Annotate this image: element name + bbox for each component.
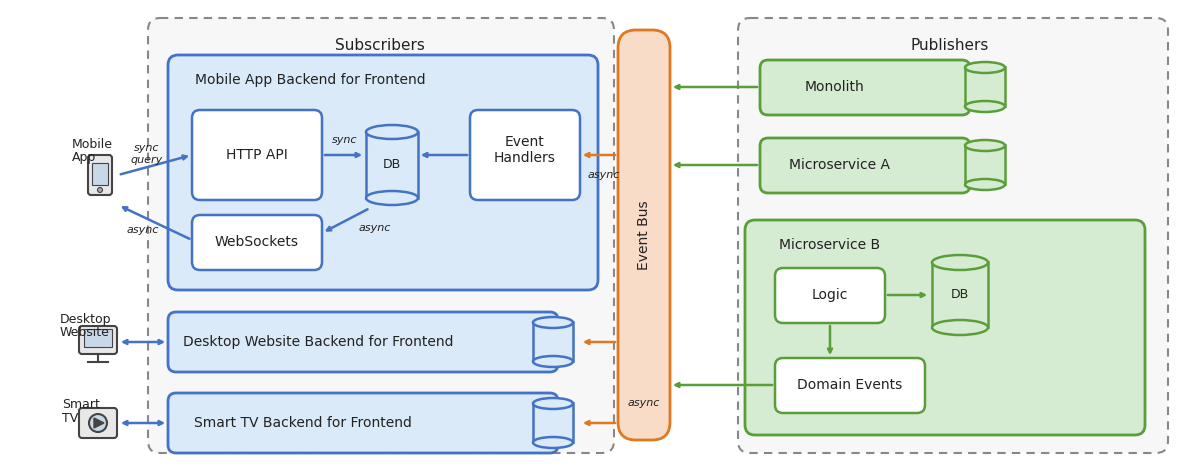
Text: TV: TV: [62, 411, 78, 424]
Text: Desktop Website Backend for Frontend: Desktop Website Backend for Frontend: [182, 335, 453, 349]
Text: sync: sync: [134, 143, 160, 153]
Circle shape: [96, 425, 101, 429]
Circle shape: [90, 425, 93, 429]
Circle shape: [96, 417, 101, 421]
Text: sync: sync: [332, 135, 357, 145]
Text: Mobile: Mobile: [72, 138, 114, 151]
FancyBboxPatch shape: [759, 60, 970, 115]
Ellipse shape: [965, 179, 1006, 190]
Text: Smart TV Backend for Frontend: Smart TV Backend for Frontend: [194, 416, 412, 430]
FancyBboxPatch shape: [168, 55, 597, 290]
Text: DB: DB: [383, 159, 401, 172]
Text: Logic: Logic: [812, 288, 848, 302]
Text: async: async: [588, 170, 620, 180]
FancyBboxPatch shape: [168, 393, 558, 453]
Text: query: query: [131, 155, 163, 165]
FancyBboxPatch shape: [148, 18, 614, 453]
FancyBboxPatch shape: [168, 312, 558, 372]
FancyBboxPatch shape: [88, 155, 112, 195]
FancyBboxPatch shape: [738, 18, 1168, 453]
Text: WebSockets: WebSockets: [215, 235, 299, 249]
Text: async: async: [628, 398, 660, 408]
Text: async: async: [358, 223, 392, 233]
FancyBboxPatch shape: [759, 138, 970, 193]
Circle shape: [102, 425, 106, 429]
FancyBboxPatch shape: [79, 326, 117, 354]
FancyBboxPatch shape: [745, 220, 1145, 435]
Text: HTTP API: HTTP API: [226, 148, 287, 162]
Text: Smart: Smart: [62, 399, 99, 411]
Circle shape: [90, 417, 93, 421]
Bar: [965, 145, 1006, 184]
Ellipse shape: [932, 255, 988, 270]
Circle shape: [102, 417, 106, 421]
Circle shape: [97, 188, 103, 192]
Ellipse shape: [534, 317, 573, 328]
Circle shape: [102, 421, 106, 425]
Polygon shape: [93, 418, 104, 428]
Bar: [965, 68, 1006, 106]
FancyBboxPatch shape: [618, 30, 670, 440]
Text: Event
Handlers: Event Handlers: [494, 135, 556, 165]
Text: Mobile App Backend for Frontend: Mobile App Backend for Frontend: [195, 73, 426, 87]
Bar: [932, 263, 988, 327]
Ellipse shape: [366, 125, 418, 139]
Ellipse shape: [965, 140, 1006, 151]
Ellipse shape: [965, 62, 1006, 73]
FancyBboxPatch shape: [79, 408, 117, 438]
Bar: [84, 329, 112, 347]
Bar: [366, 132, 418, 198]
Ellipse shape: [366, 191, 418, 205]
FancyBboxPatch shape: [192, 110, 322, 200]
Text: Event Bus: Event Bus: [636, 200, 651, 270]
Ellipse shape: [932, 320, 988, 335]
Text: DB: DB: [951, 288, 969, 302]
Text: Monolith: Monolith: [806, 80, 865, 94]
Text: Subscribers: Subscribers: [335, 38, 425, 53]
Bar: [91, 163, 109, 185]
Text: Microservice B: Microservice B: [780, 238, 880, 252]
FancyBboxPatch shape: [775, 358, 925, 413]
Text: Microservice A: Microservice A: [789, 158, 891, 172]
FancyBboxPatch shape: [192, 215, 322, 270]
Bar: [534, 323, 573, 362]
FancyBboxPatch shape: [470, 110, 580, 200]
Ellipse shape: [965, 101, 1006, 112]
Ellipse shape: [534, 437, 573, 448]
Circle shape: [89, 414, 106, 432]
Ellipse shape: [534, 356, 573, 367]
Circle shape: [96, 421, 101, 425]
FancyBboxPatch shape: [775, 268, 885, 323]
Circle shape: [90, 421, 93, 425]
Text: Publishers: Publishers: [911, 38, 989, 53]
Ellipse shape: [534, 398, 573, 409]
Text: Domain Events: Domain Events: [797, 378, 903, 392]
Text: async: async: [127, 225, 160, 235]
Text: Website: Website: [60, 326, 110, 340]
Bar: [534, 403, 573, 442]
Text: Desktop: Desktop: [60, 313, 111, 326]
Text: App: App: [72, 151, 96, 165]
